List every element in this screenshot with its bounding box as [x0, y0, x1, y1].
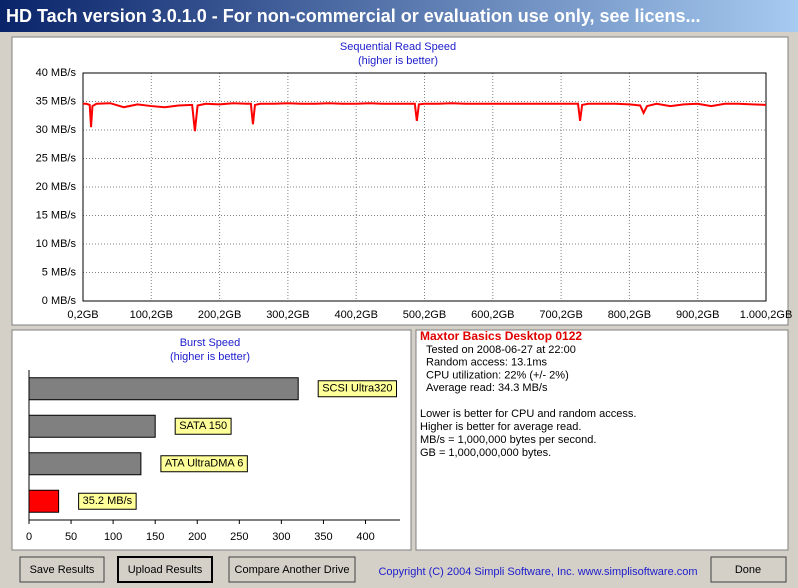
drive-name: Maxtor Basics Desktop 0122	[420, 329, 582, 343]
x-tick-label: 50	[65, 531, 77, 543]
button-label[interactable]: Compare Another Drive	[235, 564, 350, 576]
x-tick-label: 500,2GB	[403, 309, 446, 321]
note: GB = 1,000,000,000 bytes.	[420, 447, 551, 459]
bar-label: SATA 150	[179, 420, 227, 432]
bar-label: SCSI Ultra320	[322, 383, 392, 395]
y-tick-label: 30 MB/s	[36, 124, 77, 136]
bar-label: 35.2 MB/s	[83, 495, 133, 507]
window-title: HD Tach version 3.0.1.0 - For non-commer…	[6, 6, 701, 26]
x-tick-label: 350	[314, 531, 332, 543]
burst-panel	[11, 329, 412, 551]
x-tick-label: 400	[356, 531, 374, 543]
x-tick-label: 0	[26, 531, 32, 543]
button-label[interactable]: Upload Results	[128, 564, 203, 576]
chart-subtitle: (higher is better)	[170, 351, 250, 363]
x-tick-label: 600,2GB	[471, 309, 514, 321]
x-tick-label: 200,2GB	[198, 309, 241, 321]
bar	[28, 452, 142, 476]
save-button[interactable]	[19, 556, 105, 583]
button-label[interactable]: Done	[735, 564, 761, 576]
label-box	[160, 455, 248, 473]
x-tick-label: 400,2GB	[334, 309, 377, 321]
x-tick-label: 800,2GB	[608, 309, 651, 321]
x-tick-label: 200	[188, 531, 206, 543]
copyright: Copyright (C) 2004 Simpli Software, Inc.…	[378, 566, 697, 578]
x-tick-label: 700,2GB	[539, 309, 582, 321]
bar-label: ATA UltraDMA 6	[165, 458, 243, 470]
x-tick-label: 100,2GB	[130, 309, 173, 321]
y-tick-label: 5 MB/s	[42, 266, 77, 278]
y-tick-label: 35 MB/s	[36, 95, 77, 107]
y-tick-label: 15 MB/s	[36, 209, 77, 221]
x-tick-label: 300,2GB	[266, 309, 309, 321]
read-line	[83, 102, 767, 132]
label-box	[174, 417, 232, 435]
title-bar	[0, 0, 798, 32]
chart-title: Burst Speed	[180, 337, 241, 349]
y-tick-label: 40 MB/s	[36, 67, 77, 79]
plot-frame	[82, 72, 767, 302]
x-tick-label: 900,2GB	[676, 309, 719, 321]
x-tick-label: 0,2GB	[67, 309, 98, 321]
note: MB/s = 1,000,000 bytes per second.	[420, 434, 596, 446]
x-tick-label: 250	[230, 531, 248, 543]
chart-title: Sequential Read Speed	[340, 41, 456, 53]
y-tick-label: 0 MB/s	[42, 295, 77, 307]
y-tick-label: 25 MB/s	[36, 152, 77, 164]
y-tick-label: 20 MB/s	[36, 181, 77, 193]
drive-detail: CPU utilization: 22% (+/- 2%)	[426, 369, 569, 381]
y-tick-label: 10 MB/s	[36, 238, 77, 250]
label-box	[78, 492, 137, 510]
bar	[28, 414, 156, 438]
x-tick-label: 1.000,2GB	[740, 309, 793, 321]
read-panel	[11, 36, 789, 326]
button-label[interactable]: Save Results	[30, 564, 95, 576]
drive-detail: Random access: 13.1ms	[426, 357, 548, 369]
bar	[28, 489, 60, 513]
label-box	[317, 380, 398, 398]
note: Higher is better for average read.	[420, 421, 581, 433]
bar	[28, 377, 299, 401]
info-panel	[415, 329, 789, 551]
drive-detail: Tested on 2008-06-27 at 22:00	[426, 344, 576, 356]
x-tick-label: 300	[272, 531, 290, 543]
compare-button[interactable]	[228, 556, 356, 583]
note: Lower is better for CPU and random acces…	[420, 408, 636, 420]
upload-button[interactable]	[117, 556, 213, 583]
drive-detail: Average read: 34.3 MB/s	[426, 382, 548, 394]
x-tick-label: 150	[146, 531, 164, 543]
x-tick-label: 100	[104, 531, 122, 543]
done-button[interactable]	[710, 556, 787, 583]
chart-subtitle: (higher is better)	[358, 55, 438, 67]
